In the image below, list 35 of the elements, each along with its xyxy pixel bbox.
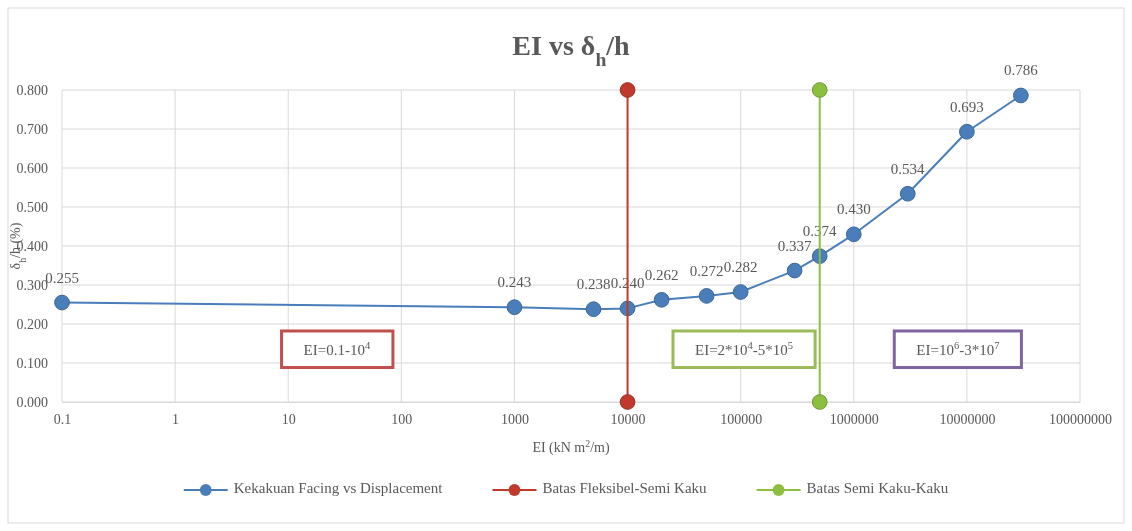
x-tick-label: 100000000 — [1049, 411, 1112, 427]
y-tick-label: 0.100 — [16, 355, 48, 371]
data-label: 0.786 — [1003, 62, 1039, 79]
y-tick-label: 0.500 — [16, 199, 48, 215]
x-tick-label: 0.1 — [53, 411, 72, 427]
x-tick-label: 10000 — [610, 411, 646, 427]
legend-label: Kekakuan Facing vs Displacement — [233, 480, 444, 497]
chart-title: EI vs δ$_{h}$/h — [512, 30, 631, 70]
annotation: EI=2*10$^{4}$-5*10$^{5}$ — [695, 339, 794, 359]
x-tick-label: 100000 — [720, 411, 763, 427]
legend-label: Batas Fleksibel-Semi Kaku — [542, 480, 708, 497]
y-tick-label: 0.600 — [16, 160, 48, 176]
y-tick-label: 0.000 — [16, 394, 48, 410]
annotation: EI=0.1-10$^{4}$ — [303, 339, 371, 359]
x-tick-label: 10 — [281, 411, 296, 427]
annotation: EI=10$^{6}$-3*10$^{7}$ — [916, 339, 1000, 359]
x-axis-title: EI (kN m$^{2}$/m) — [532, 437, 610, 456]
y-tick-label: 0.200 — [16, 316, 48, 332]
x-tick-label: 1000 — [500, 411, 529, 427]
data-label: 0.534 — [890, 160, 926, 177]
y-tick-label: 0.800 — [16, 82, 48, 98]
x-tick-label: 100 — [391, 411, 413, 427]
y-tick-label: 0.700 — [16, 121, 48, 137]
data-label: 0.430 — [836, 201, 871, 218]
x-tick-label: 1 — [172, 411, 180, 427]
x-tick-label: 1000000 — [829, 411, 879, 427]
data-label: 0.693 — [950, 98, 984, 115]
legend-label: Batas Semi Kaku-Kaku — [806, 480, 949, 497]
data-label: 0.238 — [576, 276, 611, 293]
data-label: 0.272 — [689, 262, 724, 279]
data-label: 0.282 — [723, 259, 758, 276]
x-tick-label: 10000000 — [939, 411, 996, 427]
data-label: 0.262 — [644, 266, 679, 283]
data-label: 0.243 — [497, 274, 532, 291]
data-label: 0.337 — [777, 237, 813, 254]
